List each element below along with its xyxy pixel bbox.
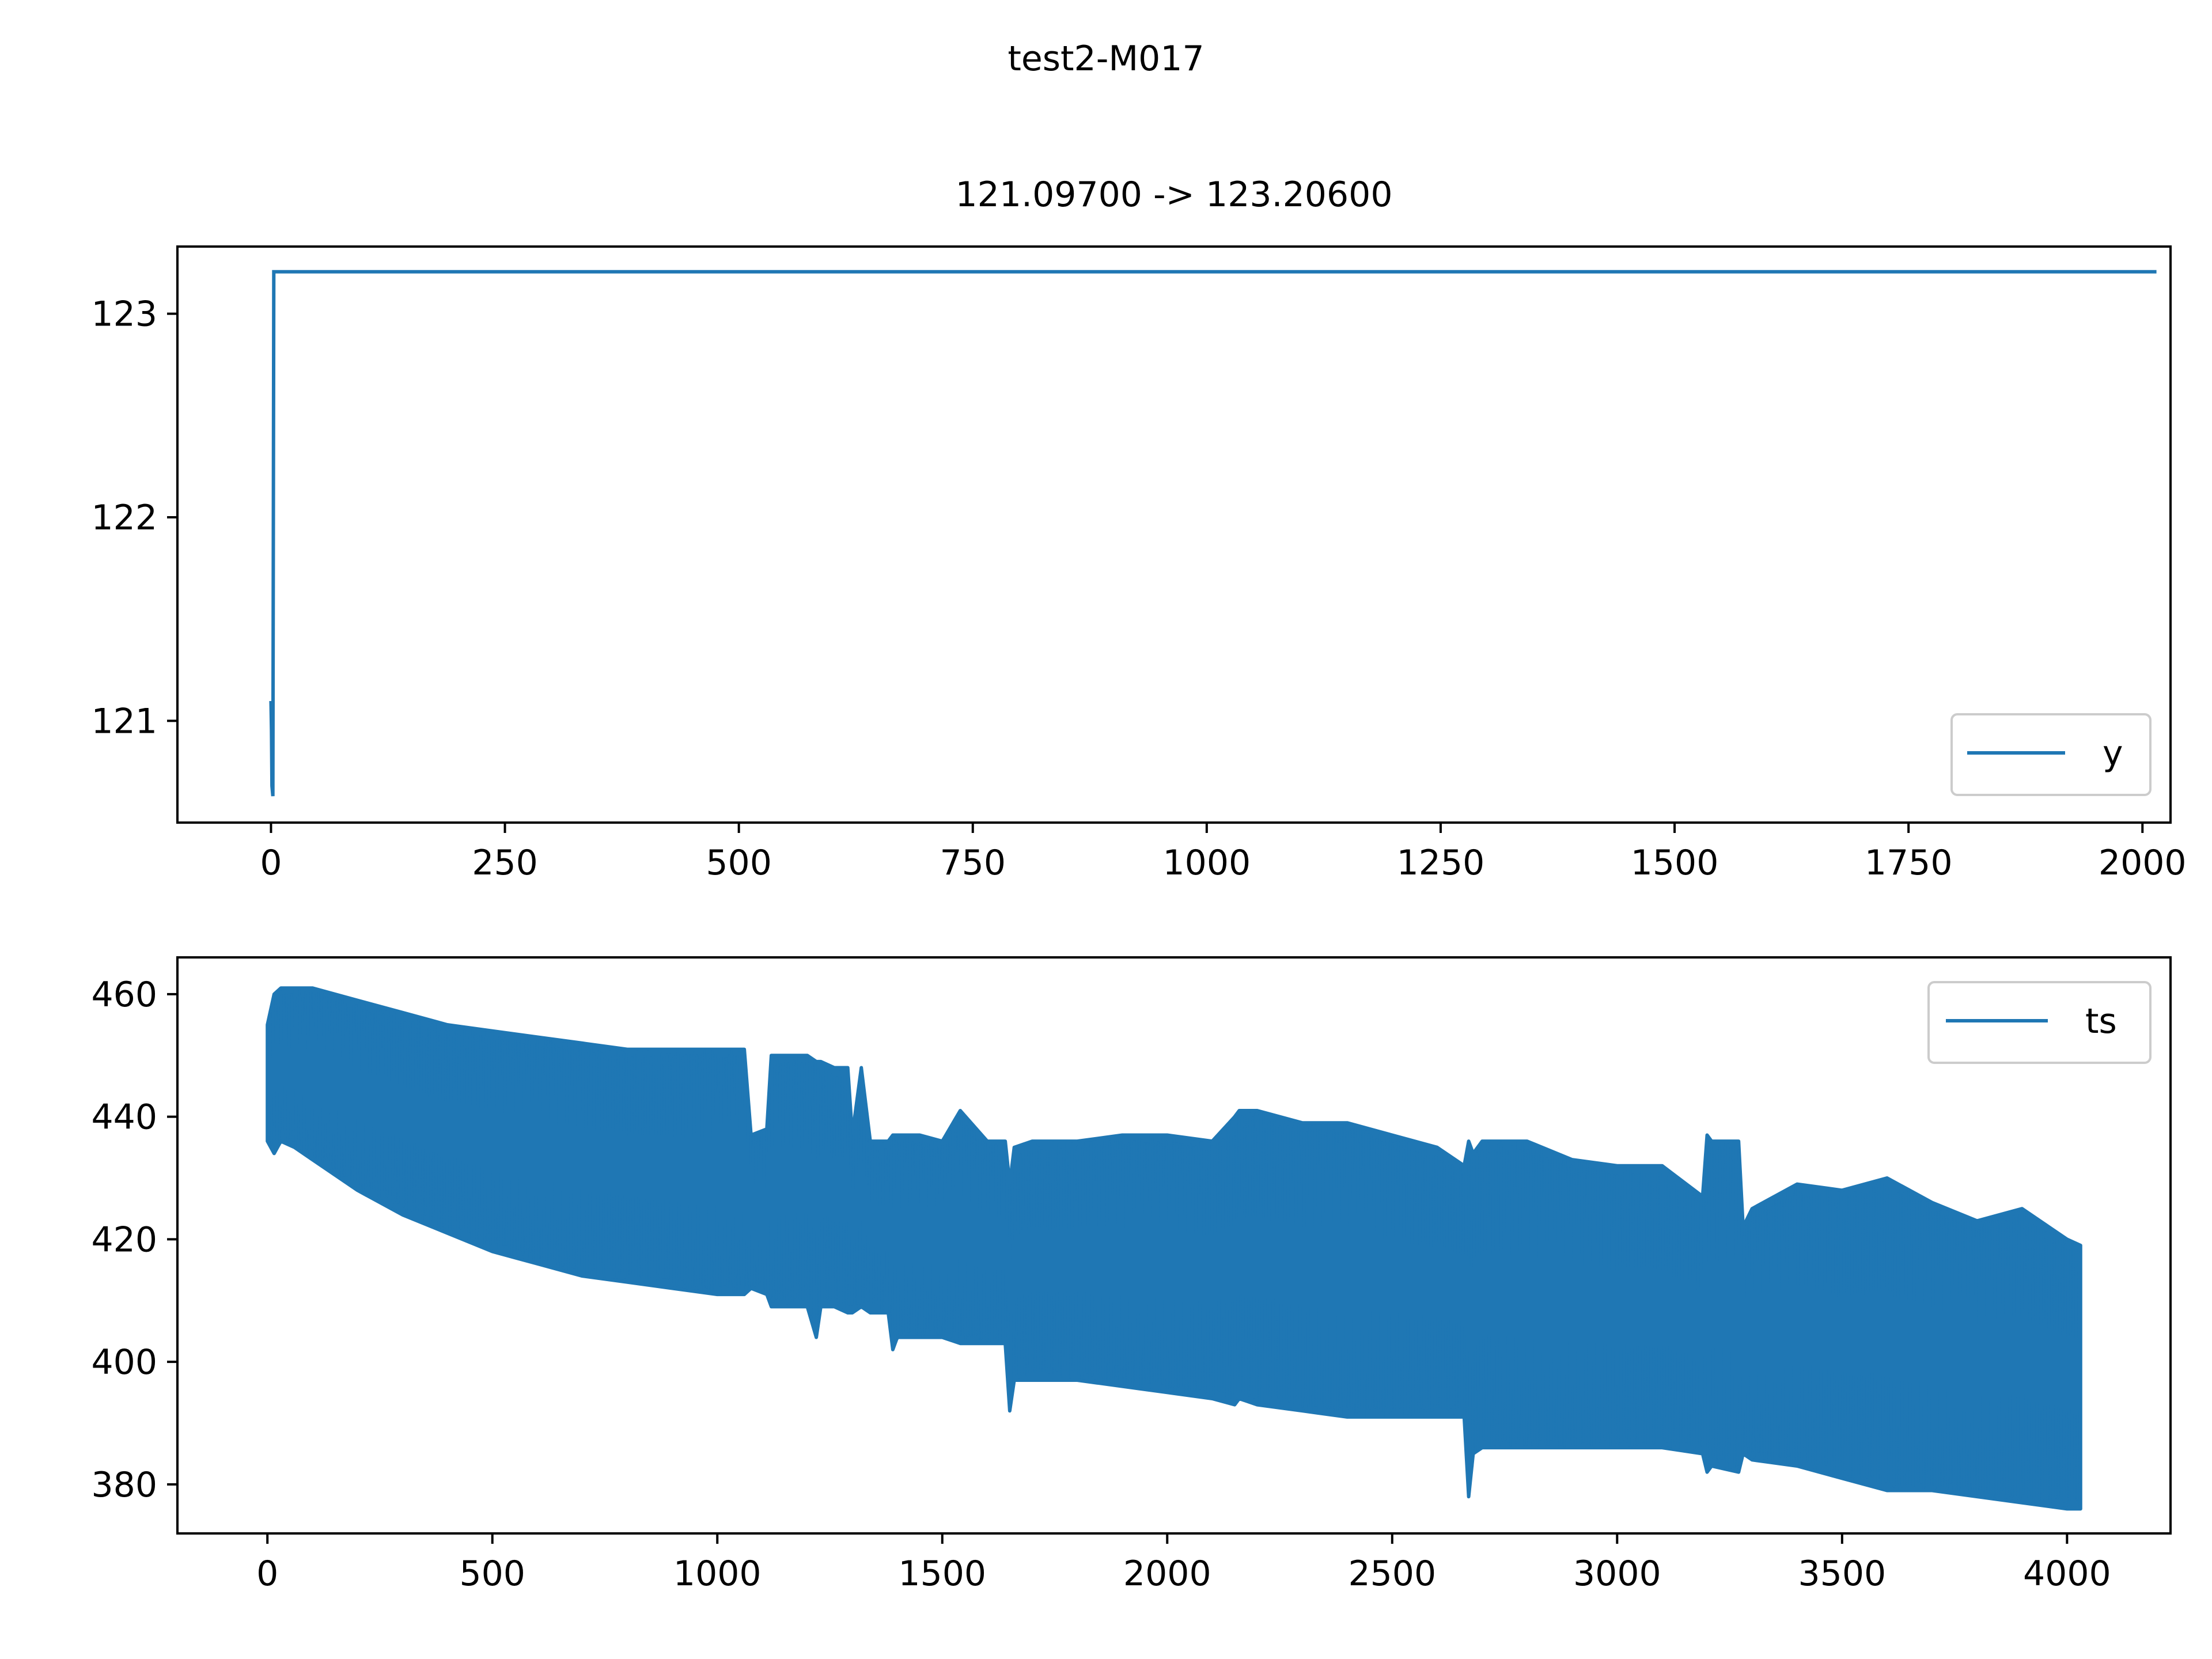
bottom-ytick-label: 400 [91,1342,157,1382]
bottom-xtick-label: 2000 [1123,1554,1211,1594]
bottom-series-line-ts [266,989,2081,1509]
top-subplot-title: 121.09700 -> 123.20600 [956,175,1393,215]
top-plot-area [269,270,2157,797]
top-y-axis: 121 122 123 [91,294,177,741]
bottom-ytick-label: 440 [91,1097,157,1138]
bottom-xtick-label: 3500 [1798,1554,1886,1594]
top-xtick-label: 750 [940,843,1006,883]
bottom-ytick-label: 460 [91,975,157,1015]
top-subplot: 121.09700 -> 123.20600 0 250 500 750 1000 125… [91,175,2186,883]
top-xtick-label: 0 [260,843,282,883]
top-legend-label: y [2103,733,2123,774]
bottom-axes-frame [176,956,2172,1535]
bottom-xtick-label: 3000 [1573,1554,1661,1594]
top-xtick-label: 1250 [1397,843,1485,883]
bottom-xtick-label: 1000 [673,1554,762,1594]
top-xtick-label: 1500 [1631,843,1719,883]
bottom-xtick-label: 1500 [898,1554,986,1594]
top-xtick-label: 2000 [2099,843,2187,883]
top-axes-frame [176,245,2172,824]
bottom-xtick-label: 0 [256,1554,278,1594]
top-ytick-label: 121 [91,701,157,741]
top-ytick-label: 123 [91,294,157,335]
bottom-x-axis: 0 500 1000 1500 2000 2500 3000 3500 4000 [256,1533,2111,1594]
figure-suptitle: test2-M017 [1007,39,1204,79]
top-ytick-label: 122 [91,498,157,538]
top-legend: y [1950,713,2152,796]
top-xtick-label: 500 [706,843,772,883]
bottom-y-axis: 380 400 420 440 460 [91,975,177,1505]
bottom-ytick-label: 420 [91,1219,157,1260]
bottom-legend-label: ts [2085,1001,2117,1041]
bottom-plot-area [266,986,2082,1511]
top-xtick-label: 250 [472,843,538,883]
top-xtick-label: 1000 [1163,843,1251,883]
bottom-ytick-label: 380 [91,1465,157,1505]
bottom-legend: ts [1927,981,2152,1064]
bottom-xtick-label: 500 [459,1554,525,1594]
bottom-subplot: 0 500 1000 1500 2000 2500 3000 3500 4000 380 400 4… [91,956,2172,1594]
top-x-axis: 0 250 500 750 1000 1250 1500 1750 2000 [260,823,2187,883]
bottom-xtick-label: 2500 [1348,1554,1436,1594]
top-series-line-y [269,270,2157,797]
top-xtick-label: 1750 [1865,843,1953,883]
bottom-xtick-label: 4000 [2023,1554,2111,1594]
